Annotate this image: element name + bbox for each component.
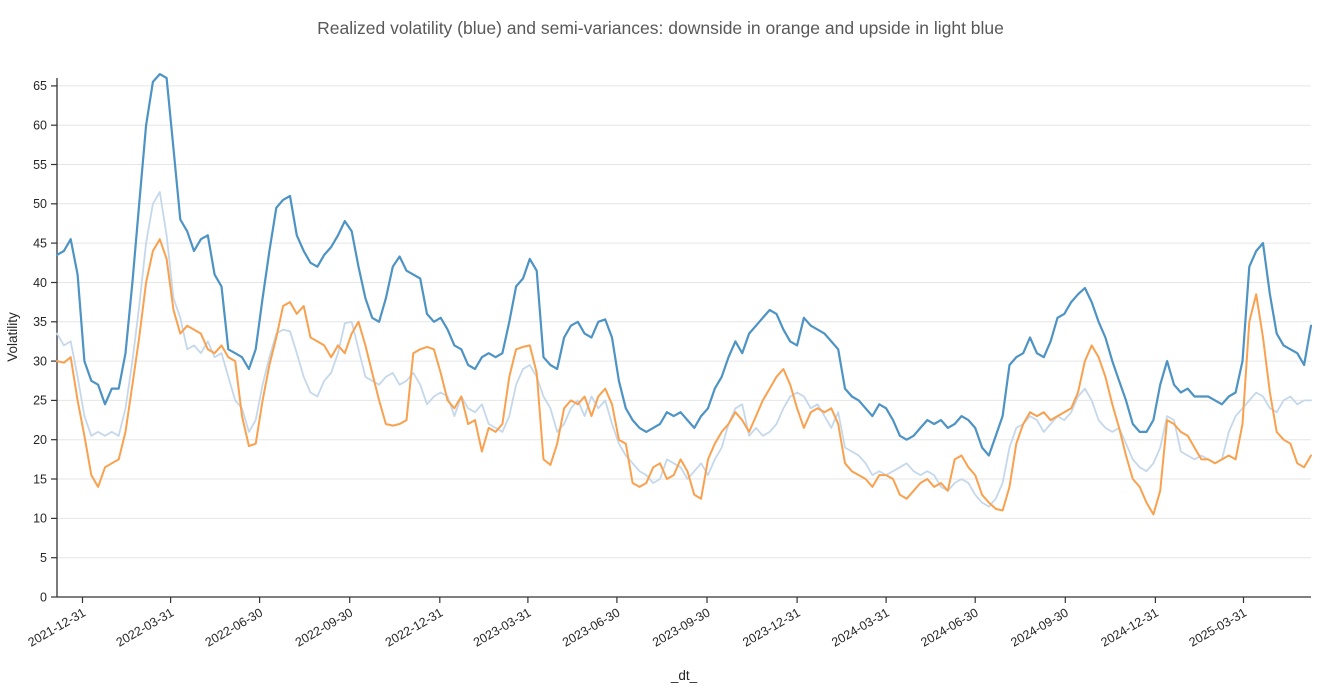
y-tick-label: 65 (33, 79, 47, 93)
x-tick-label: 2022-09-30 (293, 605, 355, 649)
y-tick-label: 20 (33, 433, 47, 447)
series-line-upside_semivariance (56, 191, 1312, 508)
y-tick-label: 50 (33, 197, 47, 211)
grid-layer (57, 85, 1311, 559)
x-tick-label: 2023-12-31 (740, 605, 802, 649)
x-tick-label: 2022-06-30 (203, 605, 265, 649)
x-tick-label: 2023-03-31 (471, 605, 533, 649)
x-tick-label: 2025-03-31 (1187, 605, 1249, 649)
x-tick-label: 2021-12-31 (26, 605, 88, 649)
axis-layer (51, 78, 1311, 603)
y-tick-label: 60 (33, 119, 47, 133)
y-tick-label: 0 (40, 590, 47, 604)
x-tick-label: 2024-12-31 (1099, 605, 1161, 649)
y-tick-label: 45 (33, 236, 47, 250)
x-tick-label: 2024-09-30 (1008, 605, 1070, 649)
series-line-realized_volatility (55, 72, 1313, 457)
x-tick-label: 2024-03-31 (829, 605, 891, 649)
y-tick-label: 55 (33, 158, 47, 172)
x-tick-label: 2023-09-30 (650, 605, 712, 649)
y-tick-label: 10 (33, 512, 47, 526)
y-tick-label: 15 (33, 472, 47, 486)
y-tick-label: 5 (40, 551, 47, 565)
y-tick-label: 40 (33, 276, 47, 290)
x-tick-label: 2024-06-30 (918, 605, 980, 649)
y-tick-label: 25 (33, 394, 47, 408)
y-tick-label: 35 (33, 315, 47, 329)
x-tick-label: 2023-06-30 (560, 605, 622, 649)
y-axis-label: Volatility (5, 312, 20, 362)
x-axis-label: _dt_ (670, 668, 698, 683)
y-tick-label: 30 (33, 354, 47, 368)
series-layer (55, 72, 1313, 516)
series-line-downside_semivariance (56, 238, 1312, 516)
x-tick-label: 2022-03-31 (114, 605, 176, 649)
x-tick-label: 2022-12-31 (383, 605, 445, 649)
chart-title: Realized volatility (blue) and semi-vari… (317, 18, 1004, 38)
